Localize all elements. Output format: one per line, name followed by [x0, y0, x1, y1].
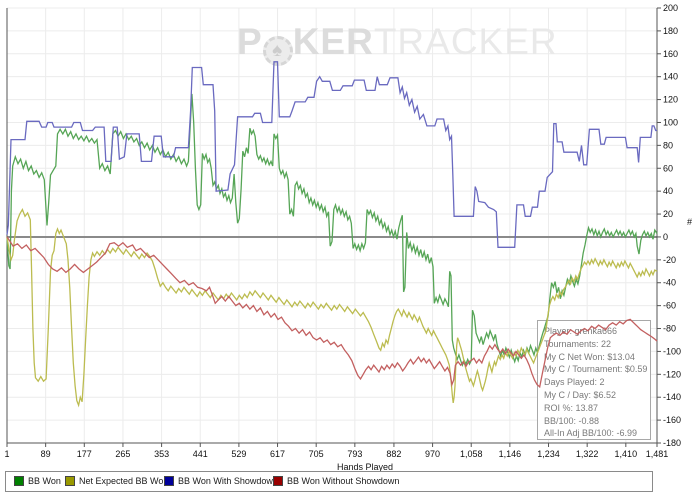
- y-tick-label: -120: [663, 369, 681, 379]
- legend-swatch-blue-icon: [164, 476, 174, 486]
- legend-label: Net Expected BB Won: [79, 476, 169, 486]
- tooltip-line-per-day: My C / Day: $6.52: [544, 389, 617, 400]
- x-tick-label: 1,410: [615, 449, 638, 459]
- legend-swatch-green-icon: [14, 476, 24, 486]
- watermark-text-tracker: TRACKER: [373, 21, 558, 62]
- y-tick-label: 80: [663, 140, 673, 150]
- y-tick-label: -140: [663, 392, 681, 402]
- tooltip-line-bb100: BB/100: -0.88: [544, 415, 600, 426]
- tooltip-line-tournaments: Tournaments: 22: [544, 338, 612, 349]
- watermark-text-p: P: [237, 21, 263, 62]
- y-tick-label: 160: [663, 49, 678, 59]
- x-tick-label: 617: [270, 449, 285, 459]
- y-tick-label: -100: [663, 346, 681, 356]
- x-tick-label: 1,058: [460, 449, 483, 459]
- legend-label: BB Won With Showdown: [178, 476, 278, 486]
- tooltip-line-roi: ROI %: 13.87: [544, 402, 599, 413]
- tooltip-line-allin-adj: All-In Adj BB/100: -6.99: [544, 428, 638, 439]
- legend-swatch-maroon-icon: [273, 476, 283, 486]
- x-tick-label: 1,146: [499, 449, 522, 459]
- y-tick-label: 20: [663, 209, 673, 219]
- series-line-bb-won: [6, 93, 658, 368]
- y-tick-label: -60: [663, 301, 676, 311]
- watermark-text-ker: KER: [292, 21, 374, 62]
- legend-item-net-expected-bb-won: Net Expected BB Won: [65, 476, 168, 486]
- legend-label: BB Won: [28, 476, 61, 486]
- chart-legend: BB Won Net Expected BB Won BB Won With S…: [5, 471, 653, 492]
- x-tick-label: 89: [41, 449, 51, 459]
- y-tick-label: -20: [663, 255, 676, 265]
- x-tick-label: 353: [154, 449, 169, 459]
- legend-label: BB Won Without Showdown: [287, 476, 400, 486]
- pokertracker-watermark: P ♠ KERTRACKER: [237, 21, 558, 66]
- y-tick-label: 0: [663, 232, 668, 242]
- y-tick-label: -160: [663, 415, 681, 425]
- x-tick-label: 970: [425, 449, 440, 459]
- y-tick-label: -180: [663, 438, 681, 448]
- series-line-net-expected-bb-won: [6, 208, 658, 408]
- series-line-bb-won-without-showdown: [6, 236, 658, 389]
- y-tick-label: -40: [663, 278, 676, 288]
- x-tick-label: 1: [4, 449, 9, 459]
- x-tick-label: 529: [231, 449, 246, 459]
- legend-item-bb-won-without-showdown: BB Won Without Showdown: [273, 476, 399, 486]
- y-tick-label: 40: [663, 186, 673, 196]
- x-tick-label: 441: [193, 449, 208, 459]
- tooltip-line-days-played: Days Played: 2: [544, 377, 605, 388]
- y-tick-label: 100: [663, 117, 678, 127]
- legend-swatch-olive-icon: [65, 476, 75, 486]
- y-tick-label: 200: [663, 3, 678, 13]
- x-tick-label: 882: [386, 449, 401, 459]
- y-tick-label: 140: [663, 72, 678, 82]
- x-tick-label: 177: [77, 449, 92, 459]
- y-axis-title: #: [687, 217, 692, 227]
- legend-item-bb-won-with-showdown: BB Won With Showdown: [164, 476, 278, 486]
- x-tick-label: 1,322: [576, 449, 599, 459]
- y-tick-label: -80: [663, 324, 676, 334]
- x-tick-label: 1,234: [537, 449, 560, 459]
- x-tick-label: 793: [347, 449, 362, 459]
- player-stats-tooltip: Player: grenka666 Tournaments: 22 My C N…: [537, 320, 651, 440]
- y-tick-label: 60: [663, 163, 673, 173]
- tooltip-line-per-tournament: My C / Tournament: $0.59: [544, 364, 648, 375]
- legend-item-bb-won: BB Won: [14, 476, 61, 486]
- y-tick-label: 120: [663, 95, 678, 105]
- tooltip-line-net-won: My C Net Won: $13.04: [544, 351, 635, 362]
- x-tick-label: 265: [115, 449, 130, 459]
- x-tick-label: 705: [309, 449, 324, 459]
- series-line-bb-won-with-showdown: [6, 61, 657, 248]
- y-tick-label: 180: [663, 26, 678, 36]
- x-axis-title: Hands Played: [337, 462, 393, 472]
- x-tick-label: 1,481: [646, 449, 669, 459]
